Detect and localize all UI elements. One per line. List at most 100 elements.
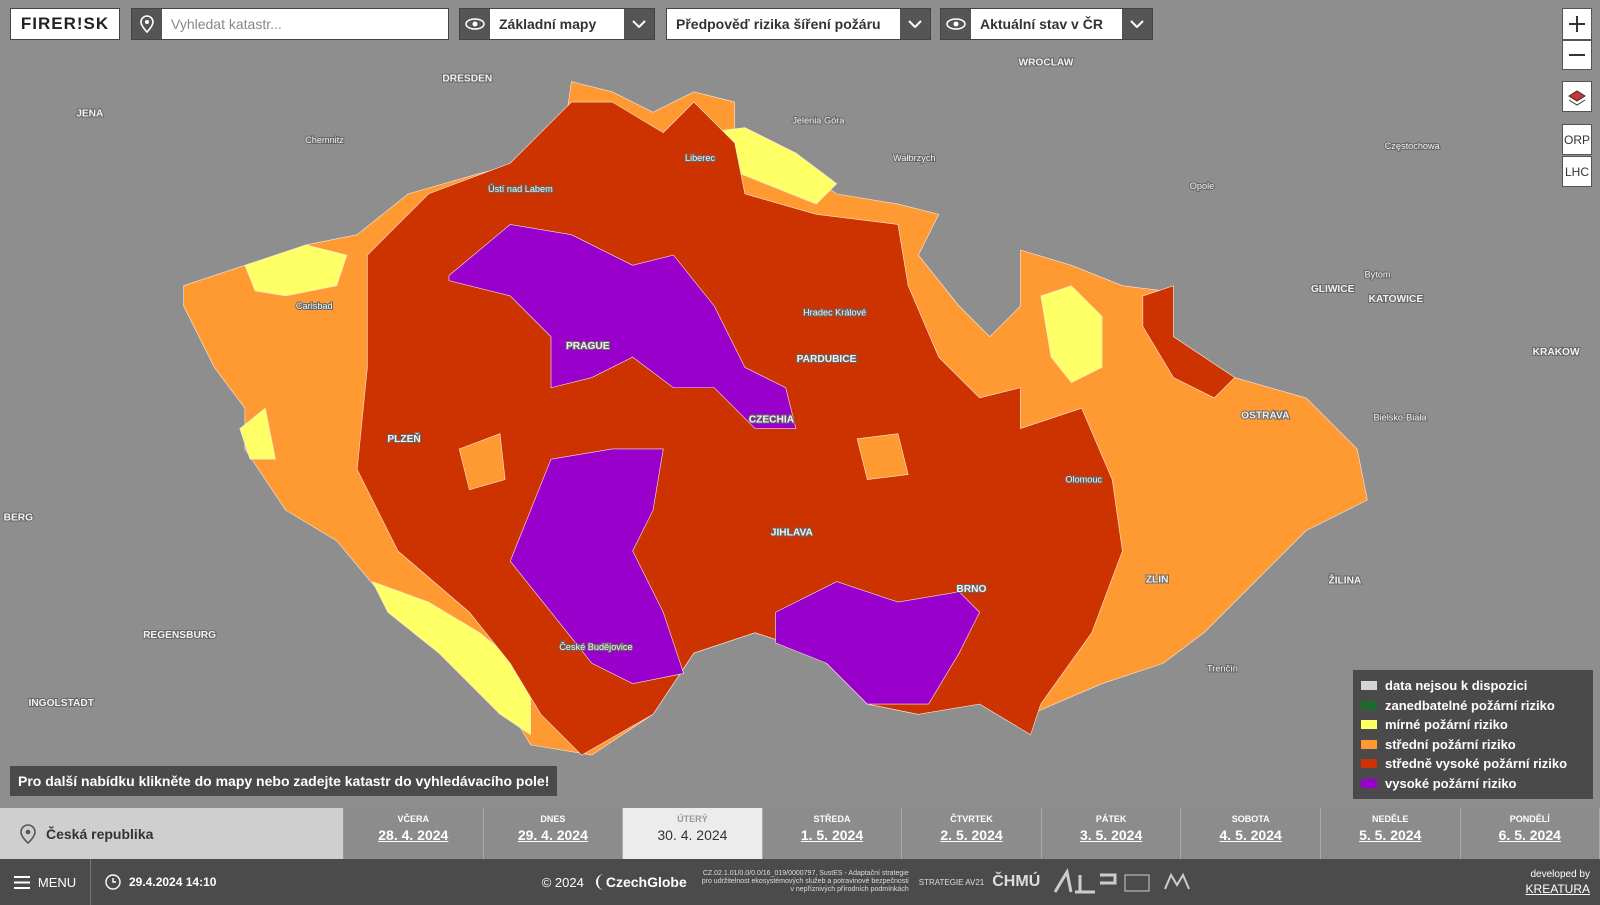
legend-label: zanedbatelné požární riziko: [1385, 697, 1555, 713]
map-control[interactable]: ORP: [1562, 124, 1592, 155]
map-label: PLZEŇ: [387, 432, 420, 445]
date: 4. 5. 2024: [1219, 827, 1282, 843]
date: 6. 5. 2024: [1498, 827, 1561, 843]
layers-button[interactable]: [1562, 81, 1592, 112]
region-high: [448, 224, 797, 429]
map-label: PRAGUE: [566, 341, 610, 352]
location[interactable]: Česká republika: [0, 808, 344, 859]
pin-icon: [20, 823, 36, 844]
map-label: GLIWICE: [1311, 284, 1355, 295]
day-tab[interactable]: NEDĚLE 5. 5. 2024: [1320, 808, 1461, 859]
layer-label: Předpověď rizika šíření požáru: [676, 16, 881, 32]
map-control[interactable]: LHC: [1562, 156, 1592, 187]
legend-swatch: [1361, 720, 1377, 730]
chevron: [1122, 9, 1152, 39]
chevron-icon: [908, 20, 922, 28]
partner-logos: [1053, 867, 1191, 894]
map-label: KRAKOW: [1533, 347, 1580, 358]
day-tab[interactable]: PONDĚLÍ 6. 5. 2024: [1460, 808, 1600, 859]
map-label: Trenčín: [1207, 663, 1238, 673]
map-label: ŽILINA: [1328, 574, 1361, 587]
map-label: Carlsbad: [296, 301, 333, 311]
weekday: ÚTERÝ: [677, 814, 708, 824]
date: 2. 5. 2024: [940, 827, 1003, 843]
map-label: JENA: [76, 108, 104, 119]
region-high: [509, 448, 685, 684]
map-label: České Budějovice: [559, 642, 632, 652]
legend-label: data nejsou k dispozici: [1385, 678, 1528, 694]
developer-name[interactable]: KREATURA: [1525, 882, 1590, 896]
status-select[interactable]: Aktuální stav v ČR: [940, 8, 1153, 40]
copyright: © 2024: [541, 874, 584, 890]
plus-icon: [1569, 16, 1585, 32]
weekday: SOBOTA: [1231, 814, 1270, 824]
chevron: [900, 9, 930, 39]
legend: data nejsou k dispozici zanedbatelné požá…: [1353, 670, 1593, 799]
region-mild: [1040, 285, 1103, 384]
status-label: Aktuální stav v ČR: [980, 16, 1103, 32]
map-label: BRNO: [956, 584, 986, 595]
legend-item: zanedbatelné požární riziko: [1361, 696, 1585, 716]
map-label: PARDUBICE: [797, 354, 857, 365]
region-high: [775, 581, 980, 705]
map-label: Wałbrzych: [893, 153, 935, 163]
layer-select[interactable]: Předpověď rizika šíření požáru: [666, 8, 931, 40]
map-label: Bytom: [1365, 270, 1391, 280]
date: 28. 4. 2024: [378, 827, 449, 843]
chevron: [624, 9, 654, 39]
date: 3. 5. 2024: [1079, 827, 1143, 843]
eye: [946, 18, 966, 30]
region-mild: [371, 581, 531, 736]
day-tab[interactable]: PÁTEK 3. 5. 2024: [1041, 808, 1182, 859]
map-label: Chemnitz: [305, 135, 344, 145]
date: 1. 5. 2024: [800, 827, 864, 843]
region-medium: [458, 433, 506, 491]
logo[interactable]: FIRER!SK: [10, 8, 120, 40]
day-tab[interactable]: VČERA 28. 4. 2024: [344, 808, 484, 859]
partner: STRATEGIE AV21: [918, 877, 985, 887]
date: 5. 5. 2024: [1359, 827, 1422, 843]
footer: MENU 29.4.2024 14:10 © 2024 CzechGlobe C…: [0, 859, 1600, 905]
zoom-out[interactable]: [1562, 40, 1592, 70]
map-label: Hradec Králové: [803, 307, 866, 317]
legend-swatch: [1361, 778, 1377, 788]
menu-label: MENU: [37, 874, 77, 890]
legend-swatch: [1361, 739, 1377, 749]
eye-icon: [460, 9, 490, 39]
legend-swatch: [1361, 759, 1377, 769]
map-label: Jelenia Góra: [792, 115, 845, 125]
map-label: INGOLSTADT: [28, 698, 94, 709]
legend-label: střední požární riziko: [1385, 736, 1516, 752]
legend-item: středně vysoké požární riziko: [1361, 754, 1585, 774]
legend-item: mírné požární riziko: [1361, 715, 1585, 735]
day-tab[interactable]: DNES 29. 4. 2024: [483, 808, 624, 859]
location-name: Česká republika: [46, 825, 154, 842]
day-tab[interactable]: STŘEDA 1. 5. 2024: [762, 808, 903, 859]
region-medium: [856, 433, 909, 480]
menu-button[interactable]: MENU: [0, 859, 91, 905]
map-label: BERG: [4, 512, 34, 523]
timestamp: 29.4.2024 14:10: [129, 875, 217, 889]
layers-icon: [1568, 89, 1586, 106]
chevron-icon: [1130, 20, 1144, 28]
day-tab[interactable]: ČTVRTEK 2. 5. 2024: [902, 808, 1042, 859]
map-label: Olomouc: [1065, 475, 1102, 485]
chevron-icon: [632, 20, 646, 28]
region-mild: [244, 244, 348, 297]
map-label: REGENSBURG: [143, 630, 216, 641]
map[interactable]: DRESDEN JENA Chemnitz Ústí nad Labem Lib…: [0, 0, 1600, 808]
day-tab[interactable]: SOBOTA 4. 5. 2024: [1181, 808, 1321, 859]
zoom-in[interactable]: [1562, 8, 1592, 40]
day-tab[interactable]: ÚTERÝ 30. 4. 2024: [623, 808, 763, 859]
map-label: ZLIN: [1146, 575, 1169, 586]
map-label: Bielsko-Biała: [1373, 412, 1427, 422]
map-label: Liberec: [685, 153, 715, 163]
legend-item: vysoké požární riziko: [1361, 774, 1585, 794]
project-note: CZ.02.1.01/0.0/0.0/16_019/0000797, SustE…: [701, 870, 909, 893]
region-medium-high: [1142, 285, 1236, 399]
basemap-select[interactable]: Základní mapy: [459, 8, 655, 40]
basemap-label: Základní mapy: [499, 16, 597, 32]
map-label: DRESDEN: [442, 74, 492, 85]
clock-icon: [105, 874, 121, 890]
search-box[interactable]: Vyhledat katastr...: [131, 8, 449, 40]
